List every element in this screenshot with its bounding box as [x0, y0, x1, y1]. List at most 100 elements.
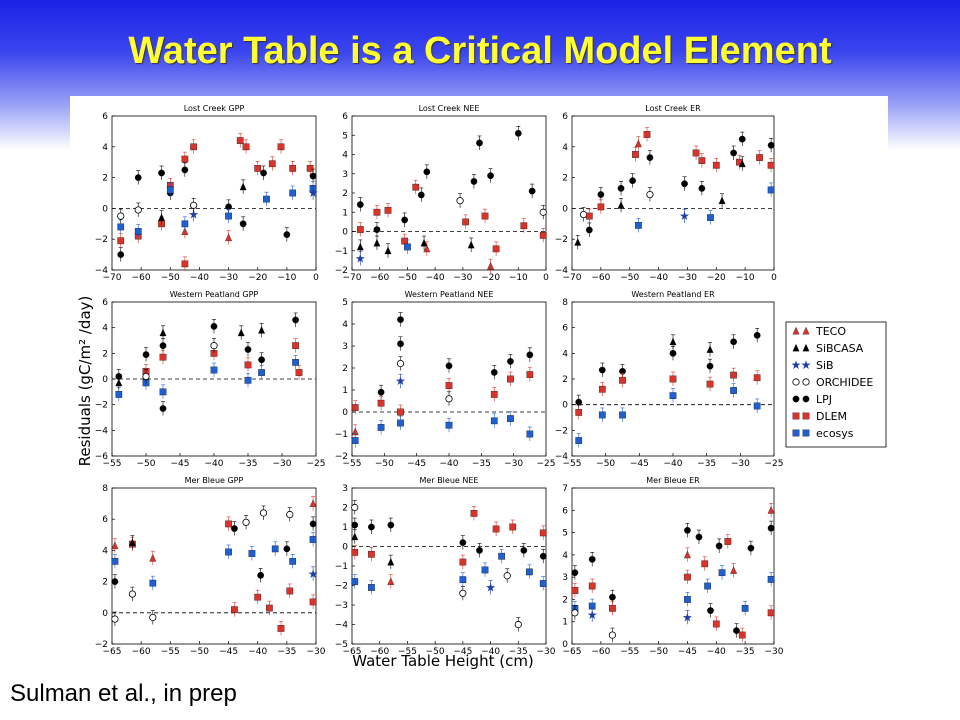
point-lpj — [476, 139, 483, 147]
point-dlem — [412, 183, 420, 191]
point-ecosys — [635, 221, 642, 229]
x-tick-label: −40 — [664, 459, 683, 469]
point-sibcasa — [467, 240, 475, 249]
point-sibcasa — [387, 557, 395, 566]
point-ecosys — [459, 576, 467, 584]
x-tick-label: −65 — [563, 647, 582, 657]
point-orchidee — [149, 613, 157, 622]
x-tick-label: −45 — [630, 459, 649, 469]
point-teco — [111, 541, 119, 550]
point-lpj — [470, 178, 478, 185]
legend-item-teco: TECO — [792, 325, 846, 338]
point-sibcasa — [574, 238, 582, 246]
point-orchidee — [456, 197, 464, 205]
point-orchidee — [134, 206, 142, 214]
y-tick-label: −4 — [95, 266, 109, 276]
point-lpj — [507, 358, 514, 365]
subplot-mer-bleue-er: Mer Bleue ER −65 −60 −55 −50 −45 −40 −35 −30 0 1 2 3… — [562, 476, 784, 657]
plot-frame — [351, 487, 547, 645]
x-tick-label: −30 — [273, 459, 292, 469]
x-tick-label: −60 — [591, 273, 610, 283]
point-dlem — [401, 237, 409, 245]
point-lpj — [802, 395, 810, 403]
point-lpj — [609, 593, 616, 601]
point-sibcasa — [802, 343, 810, 352]
y-tick-label: −2 — [335, 266, 348, 276]
point-ecosys — [289, 557, 297, 565]
y-tick-label: 0 — [102, 609, 108, 619]
point-ecosys — [753, 402, 761, 410]
point-ecosys — [117, 223, 125, 231]
point-dlem — [277, 625, 285, 632]
point-orchidee — [351, 503, 359, 512]
point-teco — [387, 577, 395, 585]
x-tick-label: −45 — [171, 459, 190, 469]
point-sibcasa — [373, 238, 381, 247]
point-sibcasa — [351, 532, 359, 541]
point-lpj — [695, 533, 703, 541]
x-tick-label: −60 — [132, 273, 151, 283]
point-dlem — [588, 582, 596, 590]
y-tick-label: −1 — [335, 247, 348, 257]
y-tick-label: 2 — [102, 578, 108, 588]
point-dlem — [492, 525, 500, 533]
point-sibcasa — [420, 238, 428, 247]
point-dlem — [643, 131, 651, 138]
point-ecosys — [210, 366, 218, 374]
point-dlem — [767, 161, 775, 169]
x-tick-label: −25 — [307, 459, 326, 469]
point-ecosys — [481, 566, 489, 574]
legend-label: SiB — [816, 359, 834, 372]
point-sibcasa — [792, 343, 800, 352]
point-sib: ★ — [682, 610, 693, 624]
point-lpj — [617, 185, 625, 192]
point-lpj — [730, 338, 737, 346]
y-tick-label: −4 — [335, 621, 349, 631]
y-tick-label: 4 — [562, 349, 568, 359]
point-lpj — [730, 149, 737, 157]
point-sibcasa — [258, 326, 266, 334]
point-lpj — [588, 555, 596, 563]
point-lpj — [767, 524, 775, 532]
point-orchidee — [539, 208, 547, 216]
point-ecosys — [248, 550, 256, 557]
x-tick-label: −55 — [398, 647, 417, 657]
point-ecosys — [115, 391, 123, 398]
x-tick-label: −35 — [239, 459, 258, 469]
point-teco — [792, 326, 800, 335]
x-tick-label: −40 — [481, 647, 500, 657]
y-tick-label: 6 — [102, 112, 108, 122]
y-tick-label: 6 — [562, 112, 568, 122]
x-tick-label: −30 — [731, 459, 750, 469]
x-tick-label: −65 — [343, 647, 362, 657]
point-lpj — [520, 547, 528, 554]
slide-title: Water Table is a Critical Model Element — [128, 30, 832, 72]
x-tick-label: −55 — [563, 459, 582, 469]
point-lpj — [260, 169, 267, 177]
point-dlem — [609, 604, 616, 612]
x-tick-label: −50 — [426, 647, 445, 657]
point-dlem — [684, 573, 691, 581]
point-orchidee — [459, 589, 467, 597]
point-lpj — [753, 332, 761, 339]
point-ecosys — [539, 580, 547, 587]
point-dlem — [266, 604, 273, 612]
point-dlem — [368, 550, 375, 558]
point-dlem — [225, 520, 232, 528]
y-tick-label: 4 — [342, 151, 348, 161]
subplot-lost-creek-gpp: Lost Creek GPP−70 −60 −50 −40 −30 −20 −10 0−4−2… — [95, 104, 319, 283]
subplot-title: Lost Creek ER — [645, 104, 701, 113]
point-ecosys — [309, 536, 317, 543]
x-tick-label: −60 — [370, 273, 389, 283]
point-orchidee — [190, 201, 198, 209]
point-orchidee — [608, 631, 617, 639]
point-orchidee — [117, 212, 125, 220]
point-lpj — [526, 351, 534, 359]
point-orchidee — [503, 572, 511, 580]
point-dlem — [190, 143, 197, 151]
point-ecosys — [111, 557, 119, 565]
point-dlem — [585, 212, 593, 220]
point-teco — [309, 499, 317, 507]
point-dlem — [724, 538, 732, 545]
y-tick-label: 4 — [562, 143, 568, 153]
